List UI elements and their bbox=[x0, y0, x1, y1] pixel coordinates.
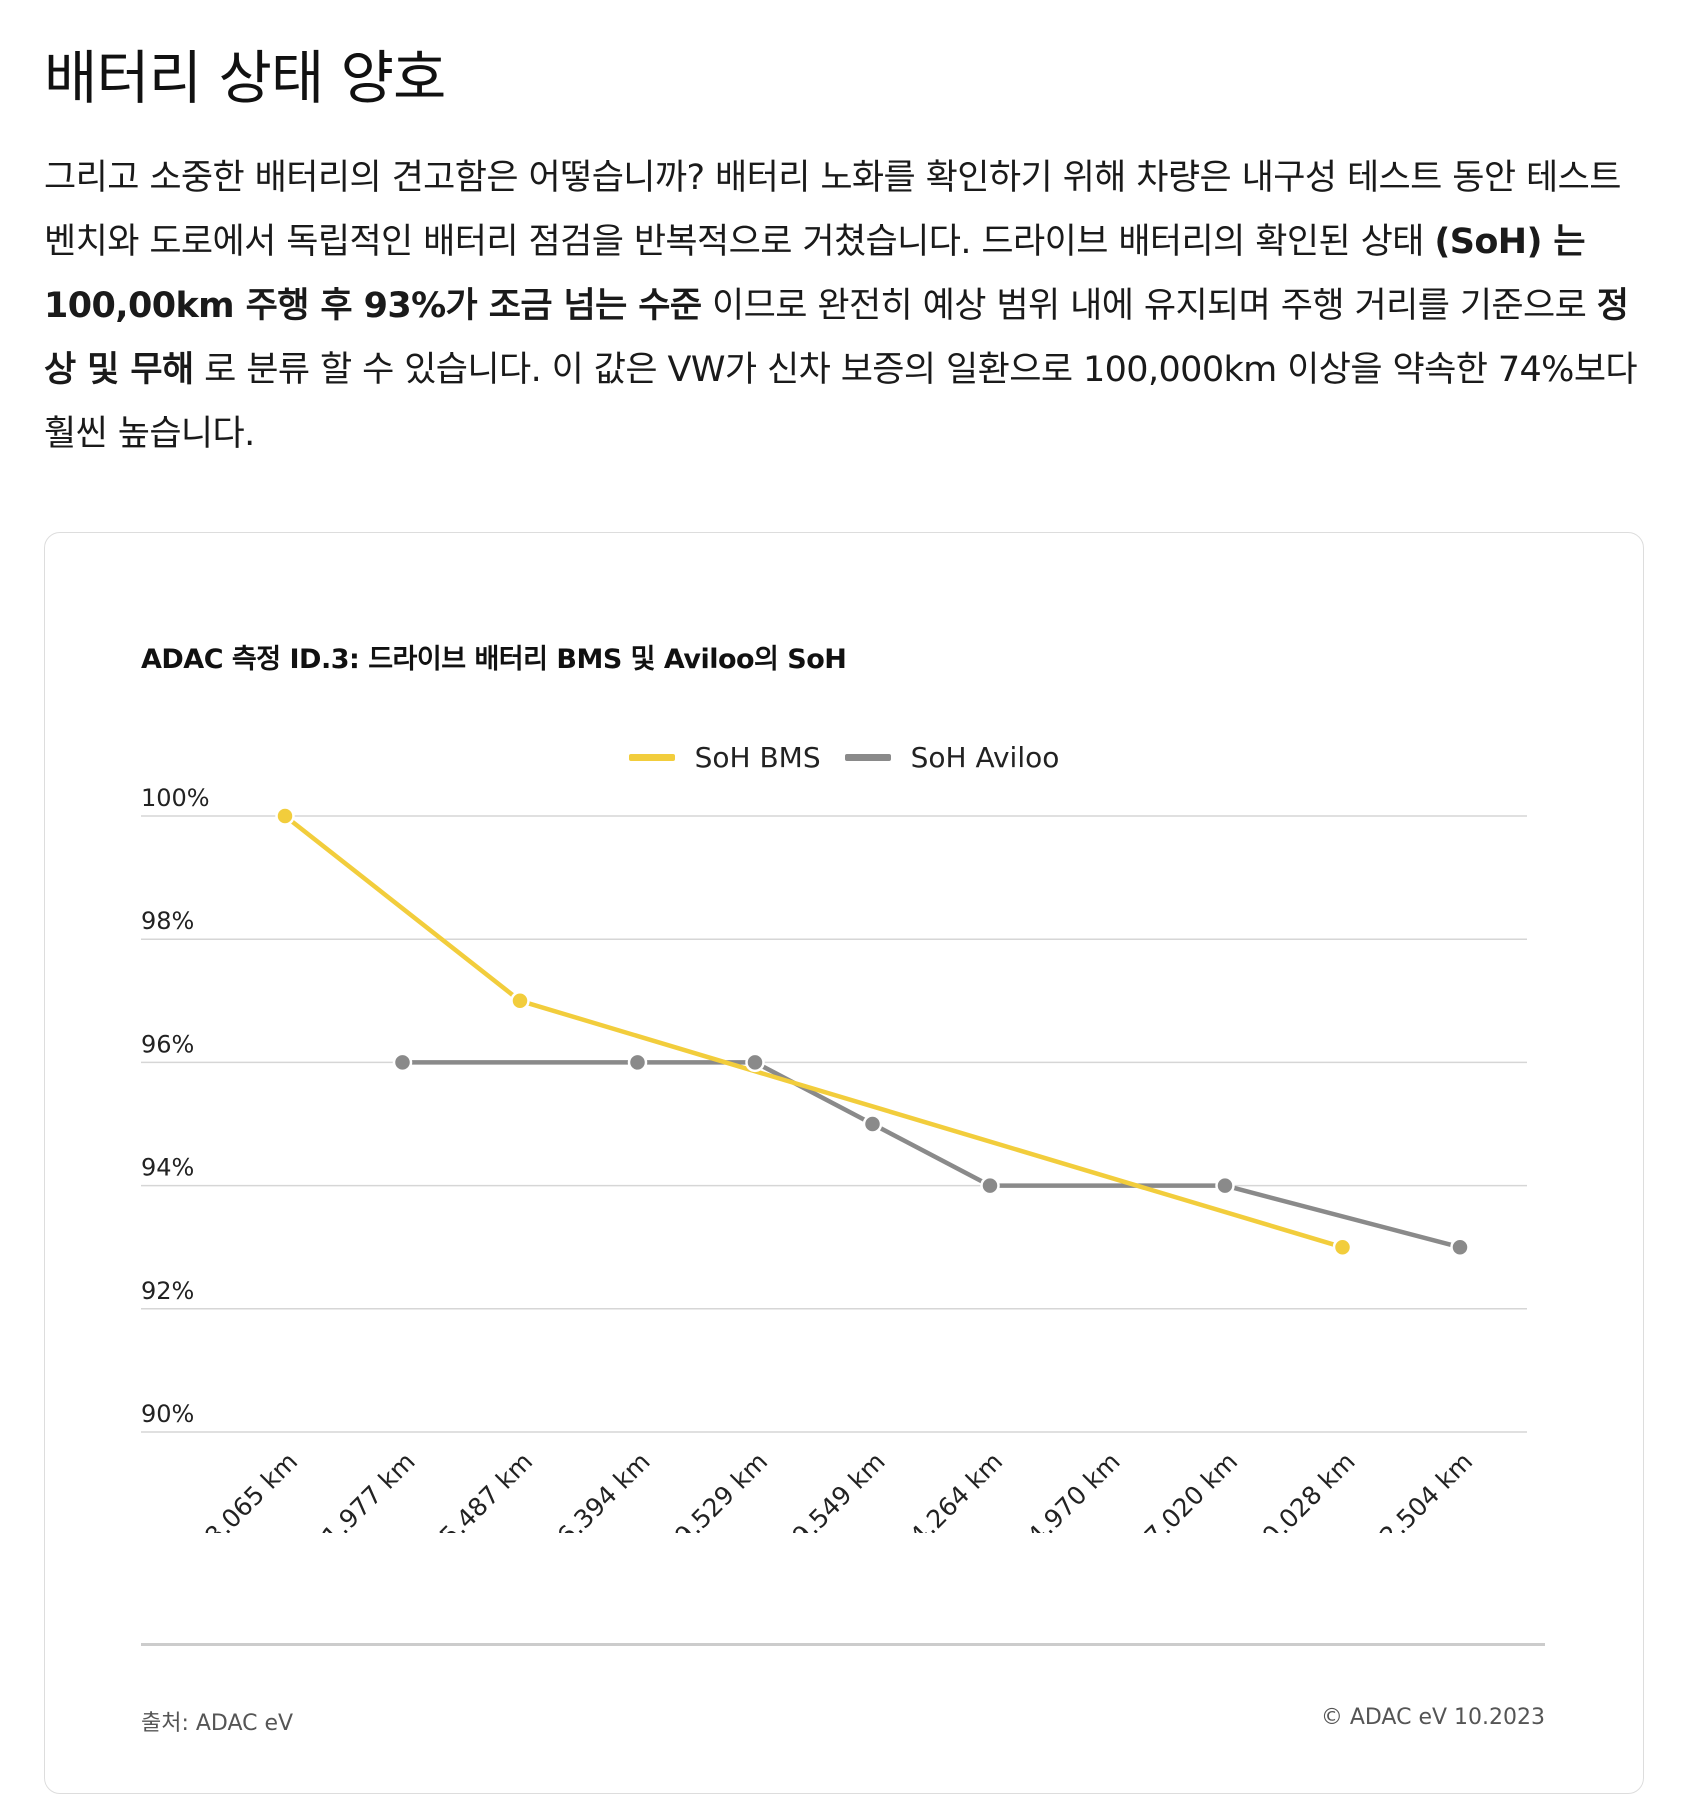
x-tick-label: 35.487 km bbox=[423, 1447, 538, 1533]
y-tick-label: 98% bbox=[141, 907, 194, 935]
data-point-aviloo bbox=[392, 1052, 413, 1073]
x-tick-label: 46.394 km bbox=[540, 1447, 655, 1533]
data-point-aviloo bbox=[627, 1052, 648, 1073]
x-tick-label: 59.529 km bbox=[658, 1447, 773, 1533]
x-tick-label: 69.549 km bbox=[775, 1447, 890, 1533]
legend-item-aviloo[interactable]: SoH Aviloo bbox=[844, 741, 1060, 774]
chart-title: ADAC 측정 ID.3: 드라이브 배터리 BMS 및 Aviloo의 SoH bbox=[141, 644, 847, 675]
gridlines bbox=[141, 815, 1527, 1433]
article: 배터리 상태 양호 그리고 소중한 배터리의 견고함은 어떻습니까? 배터리 노… bbox=[44, 0, 1654, 466]
y-axis-ticks: 100% 98% 96% 94% 92% 90% bbox=[141, 784, 210, 1428]
article-heading: 배터리 상태 양호 bbox=[44, 44, 446, 112]
series-line-aviloo bbox=[400, 1060, 1463, 1250]
x-tick-label: 100.028 km bbox=[1234, 1447, 1361, 1533]
chart-legend: SoH BMS SoH Aviloo bbox=[45, 741, 1643, 774]
x-tick-label: 84.264 km bbox=[893, 1447, 1008, 1533]
x-tick-label: 8.065 km bbox=[199, 1447, 303, 1533]
legend-label-aviloo: SoH Aviloo bbox=[910, 741, 1060, 774]
y-tick-label: 100% bbox=[141, 784, 210, 812]
data-point-bms bbox=[510, 991, 530, 1011]
paragraph-text-2: 이므로 완전히 예상 범위 내에 유지되며 주행 거리를 기준으로 bbox=[701, 286, 1597, 326]
paragraph-text-3: 로 분류 할 수 있습니다. 이 값은 VW가 신차 보증의 일환으로 100,… bbox=[44, 350, 1638, 454]
data-point-bms bbox=[1332, 1237, 1353, 1257]
series-points bbox=[275, 806, 1470, 1257]
y-tick-label: 90% bbox=[141, 1400, 194, 1428]
legend-swatch-aviloo bbox=[844, 754, 891, 761]
article-paragraph: 그리고 소중한 배터리의 견고함은 어떻습니까? 배터리 노화를 확인하기 위해… bbox=[44, 146, 1644, 466]
series-lines bbox=[282, 813, 1463, 1250]
legend-item-bms[interactable]: SoH BMS bbox=[628, 741, 821, 774]
y-tick-label: 92% bbox=[141, 1277, 194, 1305]
data-point-aviloo bbox=[1450, 1237, 1470, 1257]
legend-swatch-bms bbox=[628, 754, 675, 761]
data-point-aviloo bbox=[1215, 1175, 1235, 1196]
x-tick-label: 102.504 km bbox=[1352, 1447, 1479, 1533]
data-point-aviloo bbox=[980, 1175, 1000, 1196]
series-line-bms bbox=[282, 813, 1345, 1250]
x-axis-ticks: 8.065 km 21.977 km 35.487 km 46.394 km 59.52… bbox=[199, 1447, 1478, 1533]
data-point-aviloo bbox=[745, 1052, 765, 1073]
paragraph-bold-1: (SoH) 는 100,00km 주행 후 93%가 조금 넘는 수준 bbox=[44, 222, 1586, 326]
chart-bottom-rule bbox=[141, 1643, 1545, 1646]
legend-label-bms: SoH BMS bbox=[694, 741, 821, 774]
chart-source: 출처: ADAC eV bbox=[141, 1711, 294, 1736]
x-tick-label: 84.970 km bbox=[1010, 1447, 1125, 1533]
paragraph-bold-2: 정상 및 무해 bbox=[44, 286, 1629, 390]
x-tick-label: 21.977 km bbox=[305, 1447, 420, 1533]
chart-credit: © ADAC eV 10.2023 bbox=[1320, 1705, 1545, 1730]
chart-card: ADAC 측정 ID.3: 드라이브 배터리 BMS 및 Aviloo의 SoH… bbox=[44, 532, 1644, 1794]
y-tick-label: 94% bbox=[141, 1154, 194, 1182]
chart-plot: 100% 98% 96% 94% 92% 90% 8.065 km 21.977 km 35.… bbox=[141, 784, 1527, 1533]
data-point-bms bbox=[275, 806, 295, 826]
data-point-aviloo bbox=[862, 1114, 883, 1134]
paragraph-text-1: 그리고 소중한 배터리의 견고함은 어떻습니까? 배터리 노화를 확인하기 위해… bbox=[44, 158, 1621, 262]
x-tick-label: 87.020 km bbox=[1128, 1447, 1243, 1533]
y-tick-label: 96% bbox=[141, 1030, 194, 1058]
